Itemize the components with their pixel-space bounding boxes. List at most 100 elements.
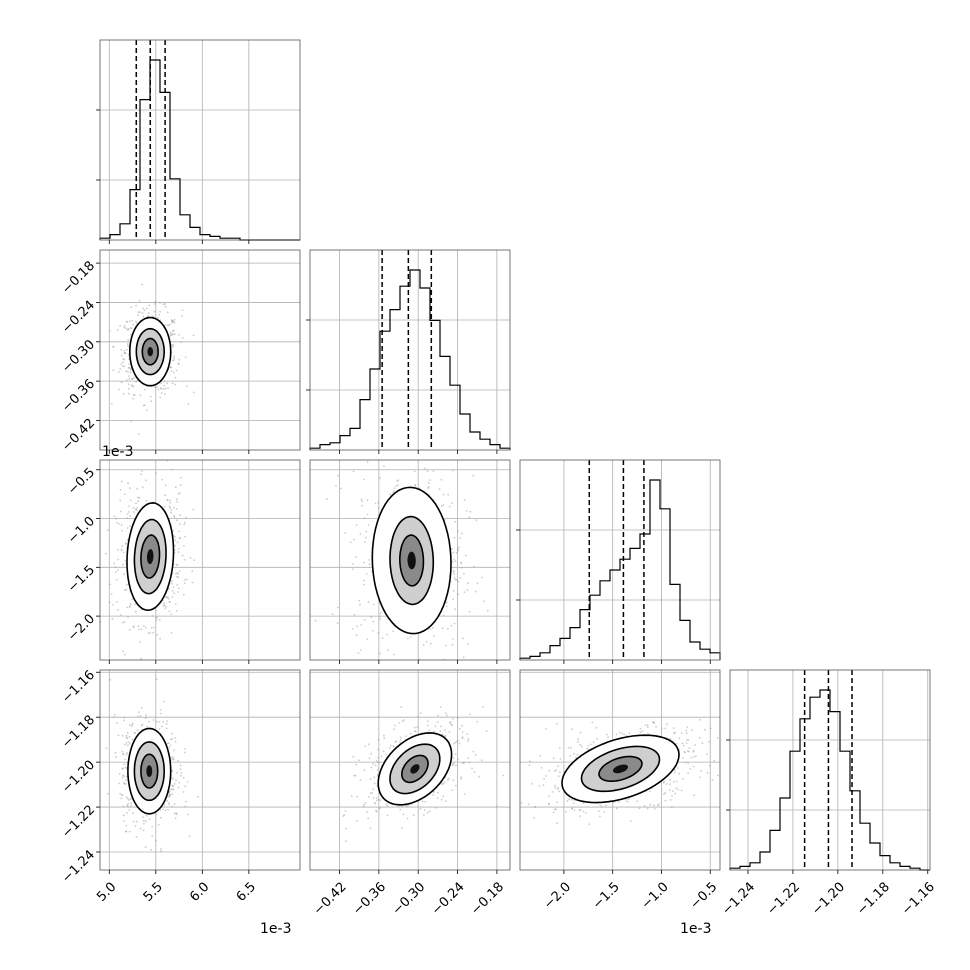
scatter-point bbox=[137, 314, 140, 317]
scatter-point bbox=[352, 470, 355, 473]
scatter-point bbox=[157, 316, 159, 319]
scatter-point bbox=[545, 775, 547, 777]
scatter-point bbox=[557, 786, 559, 789]
scatter-point bbox=[142, 819, 145, 822]
scatter-point bbox=[127, 482, 129, 485]
scatter-point bbox=[141, 283, 144, 286]
scatter-point bbox=[132, 506, 135, 509]
scatter-point bbox=[468, 761, 471, 764]
scatter-point bbox=[699, 776, 701, 779]
scatter-point bbox=[366, 811, 368, 814]
scatter-point bbox=[592, 741, 595, 744]
scatter-point bbox=[169, 501, 172, 504]
scatter-point bbox=[172, 788, 174, 791]
scatter-point bbox=[127, 387, 130, 390]
scatter-point bbox=[379, 476, 381, 479]
scatter-point bbox=[682, 757, 684, 759]
scatter-point bbox=[686, 750, 689, 752]
scatter-point bbox=[160, 387, 163, 390]
scatter-point bbox=[183, 558, 186, 561]
scatter-point bbox=[476, 582, 479, 585]
scatter-point bbox=[669, 738, 672, 741]
scatter-point bbox=[375, 797, 378, 799]
scatter-point bbox=[144, 479, 147, 482]
scatter-point bbox=[638, 807, 641, 810]
contour-content bbox=[100, 460, 196, 660]
scatter-point bbox=[709, 727, 712, 730]
scatter-point bbox=[172, 586, 175, 588]
scatter-point bbox=[586, 747, 588, 750]
scatter-point bbox=[699, 718, 701, 721]
scatter-point bbox=[132, 625, 135, 627]
scatter-point bbox=[157, 824, 160, 826]
scatter-point bbox=[370, 766, 373, 769]
scatter-point bbox=[405, 735, 407, 737]
scatter-point bbox=[158, 721, 161, 723]
scatter-point bbox=[377, 798, 380, 801]
contour-panel-4 bbox=[96, 669, 301, 874]
scatter-point bbox=[395, 485, 398, 487]
scatter-point bbox=[179, 476, 182, 479]
scatter-point bbox=[692, 750, 695, 753]
scatter-point bbox=[657, 804, 659, 807]
scatter-point bbox=[116, 328, 119, 331]
scatter-point bbox=[163, 700, 165, 703]
scatter-point bbox=[706, 753, 708, 755]
scatter-point bbox=[174, 376, 177, 379]
scatter-point bbox=[444, 518, 446, 521]
scatter-point bbox=[178, 781, 181, 784]
scatter-point bbox=[147, 312, 150, 315]
scatter-point bbox=[582, 802, 585, 804]
scatter-point bbox=[677, 788, 680, 791]
scatter-point bbox=[353, 774, 356, 777]
scatter-point bbox=[171, 805, 174, 808]
scatter-point bbox=[372, 603, 375, 606]
scatter-point bbox=[128, 375, 130, 377]
scatter-point bbox=[363, 769, 366, 772]
scatter-point bbox=[377, 738, 380, 741]
scatter-point bbox=[457, 758, 459, 761]
scatter-point bbox=[132, 385, 135, 388]
scatter-point bbox=[151, 615, 154, 617]
scatter-point bbox=[664, 791, 667, 794]
scatter-point bbox=[137, 311, 140, 313]
scatter-point bbox=[191, 570, 194, 573]
scatter-point bbox=[363, 618, 366, 621]
scatter-point bbox=[451, 502, 453, 504]
scatter-point bbox=[454, 753, 457, 755]
scatter-point bbox=[345, 827, 347, 830]
scatter-point bbox=[394, 663, 396, 665]
scatter-point bbox=[680, 789, 683, 792]
scatter-point bbox=[678, 737, 681, 740]
y-tick-label: −2.0 bbox=[65, 612, 98, 645]
scatter-point bbox=[485, 730, 488, 732]
scatter-point bbox=[428, 729, 431, 732]
scatter-point bbox=[440, 478, 443, 481]
scatter-point bbox=[457, 549, 459, 552]
scatter-point bbox=[649, 803, 652, 806]
scatter-point bbox=[164, 605, 167, 608]
scatter-point bbox=[182, 776, 185, 779]
scatter-point bbox=[142, 307, 145, 310]
scatter-point bbox=[482, 706, 485, 708]
scatter-point bbox=[399, 808, 402, 811]
scatter-point bbox=[170, 788, 173, 790]
scatter-point bbox=[554, 784, 557, 787]
scatter-point bbox=[686, 726, 689, 728]
scatter-point bbox=[653, 808, 656, 810]
scatter-point bbox=[385, 803, 388, 805]
scatter-point bbox=[153, 626, 155, 629]
x-tick-label: −0.18 bbox=[468, 880, 507, 919]
scatter-point bbox=[355, 634, 358, 636]
scatter-point bbox=[448, 505, 451, 508]
scatter-point bbox=[453, 742, 455, 745]
scatter-point bbox=[119, 488, 122, 491]
scatter-point bbox=[184, 356, 187, 359]
scatter-point bbox=[661, 727, 663, 730]
scatter-point bbox=[126, 752, 129, 754]
scatter-point bbox=[132, 323, 134, 326]
scatter-point bbox=[163, 380, 166, 383]
scatter-point bbox=[183, 544, 185, 547]
scatter-point bbox=[358, 599, 361, 602]
scatter-point bbox=[122, 551, 125, 554]
